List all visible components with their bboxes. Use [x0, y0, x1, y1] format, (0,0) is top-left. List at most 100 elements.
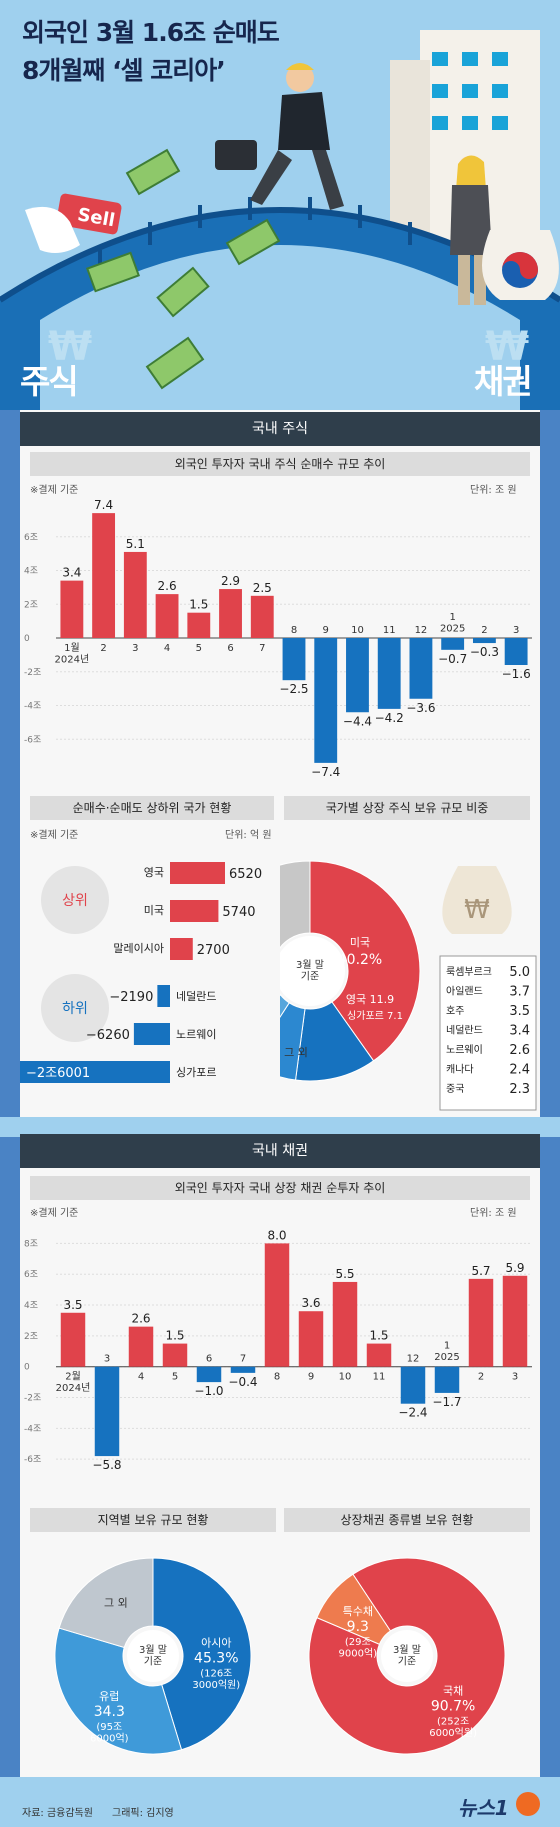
bond-bar-chart: 8조 6조 4조 2조 0 -2조 -4조 -6조 3.5 2월 2024년 −5.8 3 2.6 4 1.5…: [24, 1228, 532, 1472]
country-bar: [170, 900, 219, 922]
slice-name: 아시아: [201, 1637, 231, 1650]
value-label: 1.5: [369, 1329, 388, 1343]
country-name: 싱가포르: [176, 1066, 216, 1079]
pie-slice: [152, 1557, 252, 1751]
region-chart-title: 지역별 보유 규모 현황: [30, 1508, 276, 1532]
legend-value: 2.3: [509, 1082, 530, 1097]
bond-basis-note: ※결제 기준: [30, 1208, 79, 1219]
pie-center-label: 3월 말 기준: [393, 1644, 421, 1668]
graphic-credit: 그래픽: 김지영: [112, 1808, 174, 1819]
legend-value: 2.4: [509, 1063, 530, 1078]
y-tick-label: -4조: [24, 702, 41, 712]
value-label: −3.6: [406, 701, 435, 715]
bar: [162, 1343, 188, 1367]
legend-name: 룩셈부르크: [446, 966, 492, 978]
slice-detail: (252조 6000억원): [429, 1716, 477, 1739]
value-label: 5.1: [126, 537, 145, 551]
category-label: 10: [351, 625, 364, 636]
category-label: 6: [227, 643, 233, 654]
slice-value: 싱가포르 7.1: [347, 1010, 403, 1022]
legend-box: [439, 955, 537, 1111]
y-tick-label: 0: [24, 634, 30, 644]
pie-slice: [280, 1002, 306, 1081]
country-value: −2조6001: [26, 1066, 90, 1081]
y-tick-label: 8조: [24, 1239, 38, 1249]
value-label: −5.8: [92, 1458, 121, 1472]
pie-slice: [58, 1557, 154, 1649]
y-tick-label: -4조: [24, 1424, 41, 1434]
pie-slice: [309, 860, 421, 1062]
value-label: 2.5: [253, 581, 272, 595]
stock-label: 주식: [20, 362, 79, 401]
pie-center-label: 3월 말 기준: [296, 959, 324, 983]
headline-line2: 8개월째 ‘셀 코리아’: [22, 56, 226, 85]
pie-slice: [54, 1627, 183, 1755]
value-label: −1.6: [502, 667, 531, 681]
value-label: 3.6: [301, 1296, 320, 1310]
category-label: 2: [478, 1372, 484, 1383]
stock-unit-note: 단위: 조 원: [470, 485, 517, 496]
bar: [219, 589, 242, 638]
value-label: −1.7: [432, 1395, 461, 1409]
slice-name: 특수채: [343, 1605, 373, 1618]
bond-section-title: 국내 채권: [20, 1134, 540, 1168]
value-label: −0.3: [470, 645, 499, 659]
value-label: −2.4: [398, 1406, 427, 1420]
slice-detail: (95조 6000억): [90, 1722, 129, 1745]
slice-name: 미국: [350, 936, 370, 949]
country-name: 네덜란드: [176, 990, 216, 1003]
category-label: 3: [512, 1372, 518, 1383]
bar: [504, 638, 528, 665]
legend-value: 3.4: [509, 1024, 530, 1039]
won-icon: ₩: [464, 895, 490, 925]
category-label: 12: [407, 1354, 420, 1365]
stock-section-title: 국내 주식: [20, 412, 540, 446]
pie-slice: [316, 1573, 392, 1645]
value-label: −4.4: [343, 714, 372, 728]
legend-name: 호주: [446, 1005, 464, 1017]
slice-detail: (29조 9000억): [339, 1637, 378, 1660]
money-bag-icon: [482, 230, 559, 300]
pie-slice: [308, 1557, 506, 1755]
bar: [264, 1243, 290, 1367]
category-label: 7: [240, 1354, 246, 1365]
slice-value: 영국 11.9: [346, 993, 394, 1006]
bar: [409, 638, 433, 699]
country-name: 영국: [144, 866, 164, 879]
category-label: 8: [274, 1372, 280, 1383]
stock-basis-note: ※결제 기준: [30, 485, 79, 496]
bottom-badge: [41, 974, 109, 1042]
hero-art: Sell ₩ ₩: [0, 0, 560, 410]
bar: [472, 638, 496, 644]
slice-name: 국채: [443, 1684, 463, 1697]
value-label: 1.5: [165, 1329, 184, 1343]
category-label: 3: [513, 625, 519, 636]
value-label: 8.0: [267, 1228, 286, 1242]
bar: [155, 594, 179, 638]
country-chart-title: 순매수·순매도 상하위 국가 현황: [30, 796, 274, 820]
logo: 뉴스1: [458, 1796, 509, 1820]
category-label: 1 2025: [440, 612, 465, 635]
pie-center-label: 3월 말 기준: [139, 1644, 167, 1668]
category-label: 2: [100, 643, 106, 654]
bar: [230, 1366, 256, 1373]
value-label: 2.6: [131, 1312, 150, 1326]
won-icon: ₩: [48, 324, 92, 370]
category-label: 11: [373, 1372, 386, 1383]
legend-value: 5.0: [509, 965, 530, 980]
investor-woman-icon: [450, 155, 492, 305]
value-label: 2.6: [158, 579, 177, 593]
country-bar: [133, 1023, 170, 1045]
top-label: 상위: [62, 893, 88, 909]
value-label: 5.7: [471, 1264, 490, 1278]
bond-label: 채권: [474, 362, 533, 401]
value-label: 5.5: [335, 1267, 354, 1281]
value-label: −2.5: [279, 682, 308, 696]
legend-value: 2.6: [509, 1043, 530, 1058]
slice-name: 유럽: [99, 1689, 119, 1703]
stock-share-chart: 미국 40.2% 영국 11.9 싱가포르 7.1 그 외 3월 말 기준 ₩ 룩셈부르크 5.0…: [280, 860, 537, 1111]
stock-chart-title: 외국인 투자자 국내 주식 순매수 규모 추이: [30, 452, 530, 476]
y-tick-label: -6조: [24, 1455, 41, 1465]
pie-slice: [280, 860, 311, 949]
y-tick-label: 6조: [24, 1270, 38, 1280]
